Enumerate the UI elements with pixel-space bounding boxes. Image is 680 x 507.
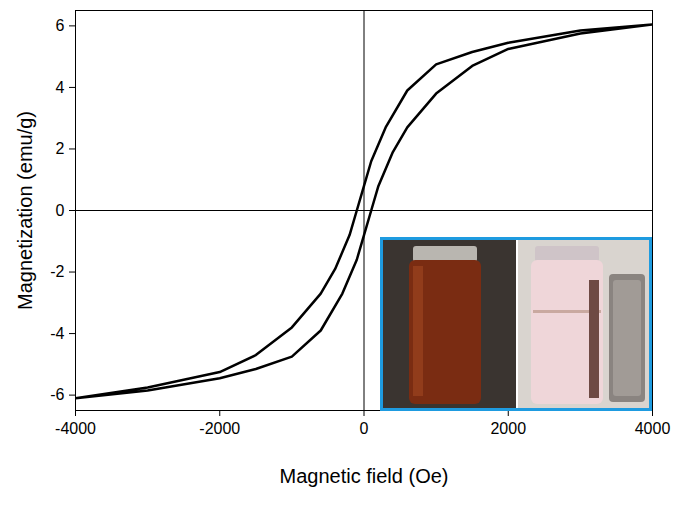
svg-text:4000: 4000 <box>635 420 671 437</box>
svg-text:2: 2 <box>56 140 65 157</box>
svg-text:4: 4 <box>56 79 65 96</box>
svg-text:-4: -4 <box>50 325 64 342</box>
svg-text:Magnetic field (Oe): Magnetic field (Oe) <box>280 465 449 487</box>
svg-text:2000: 2000 <box>490 420 526 437</box>
svg-text:-6: -6 <box>50 386 64 403</box>
svg-text:Magnetization (emu/g): Magnetization (emu/g) <box>14 111 36 310</box>
svg-text:-2: -2 <box>50 263 64 280</box>
svg-text:0: 0 <box>56 202 65 219</box>
svg-text:-2000: -2000 <box>199 420 240 437</box>
svg-text:0: 0 <box>360 420 369 437</box>
svg-text:-4000: -4000 <box>55 420 96 437</box>
svg-text:6: 6 <box>56 17 65 34</box>
